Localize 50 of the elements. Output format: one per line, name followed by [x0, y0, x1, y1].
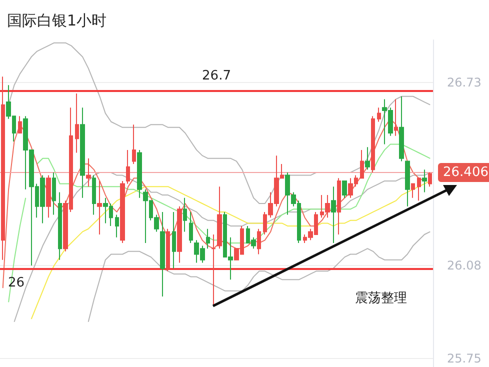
- candlestick: [342, 180, 347, 198]
- candlestick: [126, 149, 130, 184]
- candlestick: [166, 228, 170, 272]
- candlestick: [86, 158, 91, 188]
- candlestick: [422, 169, 427, 193]
- candlestick: [80, 107, 85, 198]
- candlestick: [206, 228, 210, 250]
- candlestick: [371, 116, 375, 173]
- candlestick: [411, 183, 415, 198]
- y-tick-label: 26.73: [447, 75, 482, 90]
- candlestick: [394, 98, 398, 136]
- candlestick: [183, 197, 187, 232]
- annotation: 震荡整理: [355, 291, 407, 306]
- candlestick: [58, 192, 62, 260]
- candlestick: [360, 149, 364, 179]
- candlestick: [337, 178, 341, 236]
- candlestick: [417, 178, 421, 202]
- candlestick: [46, 174, 51, 218]
- candlestick: [189, 211, 193, 244]
- ref-line-label: 26: [8, 275, 25, 290]
- candlestick: [115, 214, 119, 238]
- candlestick: [92, 174, 96, 216]
- line-series: [88, 231, 431, 322]
- candlestick: [172, 211, 176, 269]
- candlestick: [52, 172, 56, 216]
- chart-title: 国际白银1小时: [7, 12, 107, 30]
- candlestick: [365, 146, 370, 170]
- candlestick: [331, 186, 336, 244]
- candlestick: [137, 149, 142, 198]
- candlestick: [1, 76, 5, 260]
- ref-line-label: 26.7: [202, 68, 231, 84]
- candlestick: [428, 172, 432, 188]
- candlestick: [399, 96, 404, 162]
- candlestick: [257, 228, 261, 255]
- y-tick-label: 25.75: [447, 352, 482, 366]
- candlestick: [217, 186, 222, 250]
- candlestick: [211, 234, 216, 306]
- candlestick: [377, 107, 381, 122]
- line-series: [8, 42, 431, 204]
- candlestick: [160, 211, 165, 298]
- ref-line-label: 26.406: [443, 164, 488, 180]
- candlestick: [405, 160, 410, 207]
- candlestick: [120, 180, 125, 244]
- candlestick: [97, 180, 102, 236]
- line-series: [2, 118, 425, 289]
- candlestick: [177, 206, 182, 264]
- y-tick-label: 26.08: [447, 258, 482, 273]
- candlestick: [75, 93, 79, 154]
- candlestick: [132, 124, 136, 165]
- candlestick: [18, 116, 22, 134]
